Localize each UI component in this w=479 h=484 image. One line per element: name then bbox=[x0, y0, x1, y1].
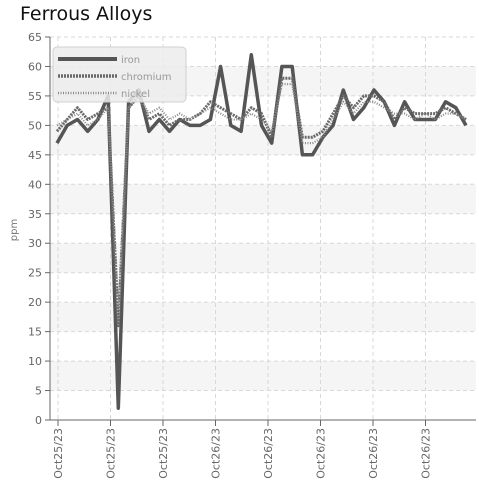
legend-label-chromium[interactable]: chromium bbox=[121, 72, 171, 83]
x-tick-label: Oct25/23 bbox=[105, 428, 118, 479]
series-line-chromium bbox=[55, 76, 467, 328]
x-tick-label: Oct25/23 bbox=[52, 428, 65, 479]
y-tick-label: 20 bbox=[28, 296, 42, 309]
series-line-nickel bbox=[56, 82, 467, 310]
x-tick-label: Oct26/23 bbox=[315, 428, 328, 479]
y-tick-label: 30 bbox=[28, 237, 42, 250]
y-tick-label: 65 bbox=[28, 31, 42, 44]
y-tick-label: 40 bbox=[28, 178, 42, 191]
y-tick-label: 10 bbox=[28, 355, 42, 368]
x-tick-label: Oct26/23 bbox=[367, 428, 380, 479]
legend-label-nickel[interactable]: nickel bbox=[121, 89, 150, 100]
y-tick-label: 15 bbox=[28, 326, 42, 339]
y-tick-label: 5 bbox=[35, 385, 42, 398]
y-tick-label: 0 bbox=[35, 414, 42, 427]
chart-title: Ferrous Alloys bbox=[20, 3, 153, 25]
y-axis-label: ppm bbox=[9, 219, 20, 241]
y-tick-label: 50 bbox=[28, 119, 42, 132]
plot-band bbox=[50, 361, 476, 391]
plot-band bbox=[50, 184, 476, 214]
legend-label-iron[interactable]: iron bbox=[121, 55, 140, 66]
series-line-iron bbox=[55, 52, 468, 410]
x-tick-label: Oct25/23 bbox=[157, 428, 170, 479]
y-tick-label: 35 bbox=[28, 208, 42, 221]
y-tick-label: 25 bbox=[28, 267, 42, 280]
y-tick-labels: 0 5 10 15 20 25 30 35 40 45 50 55 60 65 bbox=[28, 31, 50, 427]
axes bbox=[49, 37, 476, 421]
x-tick-label: Oct26/23 bbox=[210, 428, 223, 479]
x-tick-label: Oct26/23 bbox=[420, 428, 433, 479]
y-tick-label: 45 bbox=[28, 149, 42, 162]
legend[interactable]: iron chromium nickel bbox=[52, 46, 187, 103]
x-tick-labels: Oct25/23 Oct25/23 Oct25/23 Oct26/23 Oct26/23… bbox=[52, 420, 433, 479]
y-tick-label: 60 bbox=[28, 60, 42, 73]
y-tick-label: 55 bbox=[28, 90, 42, 103]
series-lines bbox=[55, 52, 468, 410]
x-tick-label: Oct26/23 bbox=[262, 428, 275, 479]
